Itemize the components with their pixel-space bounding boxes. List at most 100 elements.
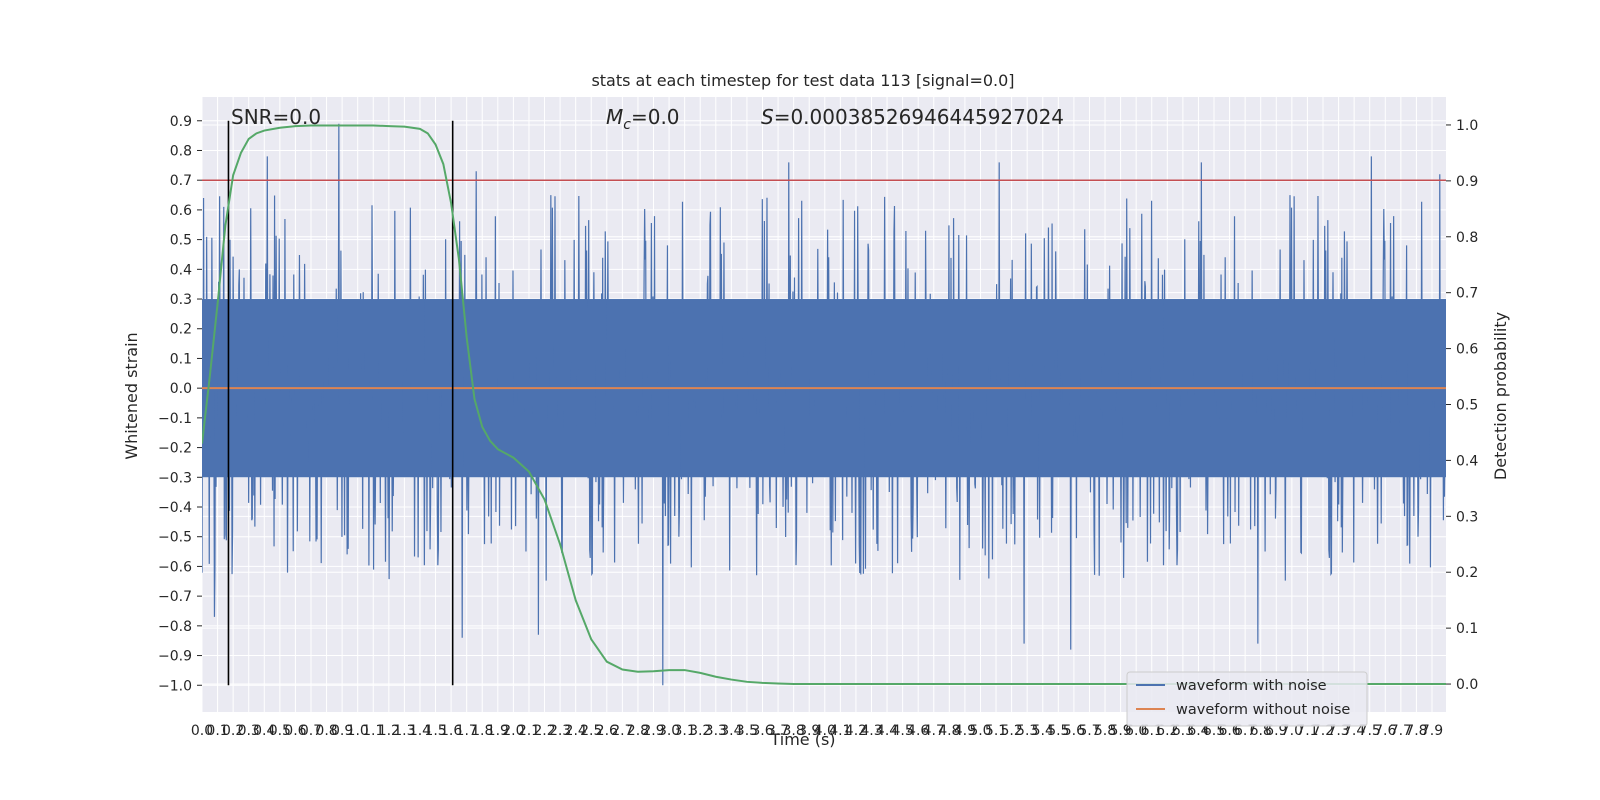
x-tick-label: 5.6 (1063, 723, 1085, 739)
x-tick-label: 2.0 (502, 723, 524, 739)
y-left-tick-label: 0.4 (170, 262, 192, 278)
x-tick-label: 3.5 (736, 723, 758, 739)
y-right-tick-label: 0.9 (1456, 174, 1478, 190)
y-right-tick-label: 0.6 (1456, 342, 1478, 358)
y-left-tick-label: −0.4 (158, 500, 192, 516)
legend-box (1126, 671, 1368, 727)
x-tick-label: 5.8 (1094, 723, 1116, 739)
x-tick-label: 6.3 (1172, 723, 1194, 739)
x-tick-label: 5.5 (1047, 723, 1069, 739)
x-tick-label: 5.9 (1109, 723, 1131, 739)
x-tick-label: 0.1 (206, 723, 228, 739)
y-left-tick-label: 0.8 (170, 143, 192, 159)
x-tick-label: 2.5 (580, 723, 602, 739)
x-tick-label: 4.6 (907, 723, 929, 739)
x-tick-label: 2.6 (596, 723, 618, 739)
x-tick-label: 0.2 (222, 723, 244, 739)
x-tick-label: 1.0 (347, 723, 369, 739)
y-left-tick-label: 0.5 (170, 233, 192, 249)
x-tick-label: 6.8 (1250, 723, 1272, 739)
x-tick-label: 7.6 (1374, 723, 1396, 739)
series-detection-probability (202, 124, 1446, 686)
y-axis-right-ticks: 1.0 0.9 0.8 0.7 0.6 0.5 0.4 0.3 0.2 0.1 0.0 (1446, 118, 1478, 693)
y-left-tick-label: −1.0 (158, 678, 192, 694)
x-tick-label: 7.2 (1312, 723, 1334, 739)
x-tick-label: 5.2 (1000, 723, 1022, 739)
x-tick-label: 4.9 (954, 723, 976, 739)
chart-title: stats at each timestep for test data 113… (591, 71, 1014, 90)
y-right-tick-label: 0.8 (1456, 230, 1478, 246)
x-tick-label: 2.8 (627, 723, 649, 739)
y-left-tick-label: 0.7 (170, 173, 192, 189)
annotation-s-value: S=0.00038526946445927024 (761, 105, 1064, 129)
y-right-tick-label: 0.7 (1456, 286, 1478, 302)
x-tick-label: 0.8 (315, 723, 337, 739)
x-tick-label: 2.3 (549, 723, 571, 739)
x-tick-label: 3.4 (720, 723, 742, 739)
y-left-tick-label: −0.9 (158, 649, 192, 665)
x-tick-label: 4.2 (845, 723, 867, 739)
x-tick-label: 7.4 (1343, 723, 1365, 739)
x-tick-label: 5.4 (1032, 723, 1054, 739)
x-tick-label: 5.3 (1016, 723, 1038, 739)
legend-label-waveform-without-noise: waveform without noise (1176, 702, 1350, 718)
x-tick-label: 5.1 (985, 723, 1007, 739)
x-tick-label: 7.8 (1405, 723, 1427, 739)
y-left-tick-label: 0.1 (170, 351, 192, 367)
y-left-tick-label: −0.8 (158, 619, 192, 635)
overlay-lines (202, 120, 1446, 686)
y-right-tick-label: 0.3 (1456, 509, 1478, 525)
x-tick-label: 6.9 (1265, 723, 1287, 739)
x-tick-label: 6.7 (1234, 723, 1256, 739)
x-tick-label: 6.1 (1141, 723, 1163, 739)
x-tick-label: 3.0 (658, 723, 680, 739)
annotation-snr: SNR=0.0 (231, 105, 321, 129)
x-tick-label: 7.3 (1327, 723, 1349, 739)
x-tick-label: 2.1 (518, 723, 540, 739)
x-tick-label: 3.1 (674, 723, 696, 739)
y-left-tick-label: 0.6 (170, 203, 192, 219)
x-tick-label: 0.3 (238, 723, 260, 739)
x-tick-label: 1.9 (487, 723, 509, 739)
x-axis-label: Time (s) (769, 730, 835, 749)
y-right-tick-label: 0.0 (1456, 677, 1478, 693)
x-tick-label: 0.6 (284, 723, 306, 739)
y-axis-left-ticks: 0.9 0.8 0.7 0.6 0.5 0.4 0.3 0.2 0.1 0.0 −0.1 −0.2 −0… (158, 114, 202, 694)
x-tick-label: 5.7 (1078, 723, 1100, 739)
x-tick-label: 3.3 (705, 723, 727, 739)
y-axis-left-label: Whitened strain (122, 332, 141, 459)
x-tick-label: 7.1 (1296, 723, 1318, 739)
y-left-tick-label: 0.9 (170, 114, 192, 130)
x-tick-label: 1.4 (409, 723, 431, 739)
y-left-tick-label: −0.3 (158, 470, 192, 486)
x-tick-label: 6.0 (1125, 723, 1147, 739)
x-tick-label: 5.0 (969, 723, 991, 739)
y-right-tick-label: 1.0 (1456, 118, 1478, 134)
x-tick-label: 4.8 (938, 723, 960, 739)
x-tick-label: 2.9 (642, 723, 664, 739)
x-tick-label: 4.3 (860, 723, 882, 739)
x-tick-label: 1.3 (393, 723, 415, 739)
x-tick-label: 7.9 (1421, 723, 1443, 739)
x-tick-label: 2.7 (611, 723, 633, 739)
y-left-tick-label: 0.2 (170, 322, 192, 338)
x-tick-label: 2.4 (565, 723, 587, 739)
y-right-tick-label: 0.1 (1456, 621, 1478, 637)
x-tick-label: 3.8 (783, 723, 805, 739)
y-left-tick-label: −0.5 (158, 530, 192, 546)
y-left-tick-label: 0.0 (170, 381, 192, 397)
x-tick-label: 4.5 (891, 723, 913, 739)
x-tick-label: 4.4 (876, 723, 898, 739)
x-tick-label: 3.7 (767, 723, 789, 739)
annotation-chirp-mass: Mc=0.0 (606, 105, 680, 133)
y-left-tick-label: 0.3 (170, 292, 192, 308)
x-tick-label: 6.6 (1218, 723, 1240, 739)
noise-trace (202, 123, 1446, 686)
y-right-tick-label: 0.5 (1456, 398, 1478, 414)
x-tick-label: 4.7 (923, 723, 945, 739)
x-tick-label: 0.4 (253, 723, 275, 739)
x-tick-label: 7.0 (1281, 723, 1303, 739)
x-tick-label: 1.6 (440, 723, 462, 739)
x-tick-label: 3.6 (751, 723, 773, 739)
